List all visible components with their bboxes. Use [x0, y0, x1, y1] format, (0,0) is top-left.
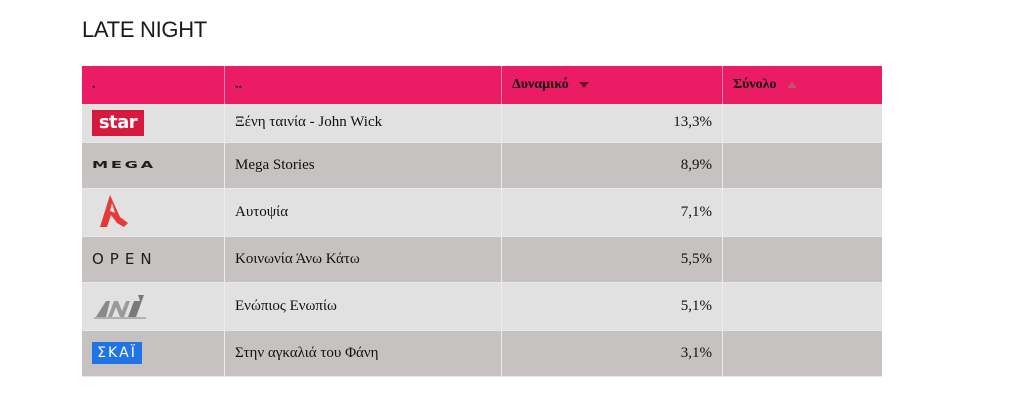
mega-logo: MEGA — [92, 159, 156, 171]
dynamic-cell: 13,3% — [501, 104, 723, 143]
table-row: MEGA Mega Stories 8,9% — [82, 142, 882, 189]
table-row: OPEN Κοινωνία Άνω Κάτω 5,5% — [82, 236, 882, 283]
ant1-logo — [94, 295, 146, 319]
program-cell: Αυτοψία — [224, 188, 502, 237]
program-cell: Ξένη ταινία - John Wick — [224, 104, 502, 143]
total-cell — [722, 282, 882, 331]
table-row: Ενώπιος Ενωπίω 5,1% — [82, 282, 882, 331]
sort-desc-icon — [578, 81, 589, 88]
skai-logo: ΣΚΑΪ — [92, 342, 142, 364]
channel-logo-cell: MEGA — [82, 142, 225, 189]
program-cell: Στην αγκαλιά του Φάνη — [224, 330, 502, 377]
table-row: ΣΚΑΪ Στην αγκαλιά του Φάνη 3,1% — [82, 330, 882, 377]
channel-logo-cell: star — [82, 104, 225, 143]
alpha-logo — [100, 195, 128, 227]
sort-asc-icon — [786, 81, 797, 88]
program-cell: Ενώπιος Ενωπίω — [224, 282, 502, 331]
open-logo: OPEN — [92, 250, 158, 268]
column-header-dynamic[interactable]: Δυναμικό — [501, 66, 723, 104]
dynamic-cell: 7,1% — [501, 188, 723, 237]
dynamic-cell: 5,5% — [501, 236, 723, 283]
channel-logo-cell — [82, 188, 225, 237]
column-header-program[interactable]: .. — [224, 66, 502, 104]
channel-logo-cell: OPEN — [82, 236, 225, 283]
total-cell — [722, 142, 882, 189]
program-cell: Κοινωνία Άνω Κάτω — [224, 236, 502, 283]
total-cell — [722, 188, 882, 237]
dynamic-cell: 8,9% — [501, 142, 723, 189]
channel-logo-cell — [82, 282, 225, 331]
table-row: star Ξένη ταινία - John Wick 13,3% — [82, 104, 882, 143]
program-cell: Mega Stories — [224, 142, 502, 189]
column-header-total[interactable]: Σύνολο — [722, 66, 882, 104]
ratings-table: . .. Δυναμικό Σύνολο star Ξένη ταινία - … — [82, 66, 882, 377]
section-title: LATE NIGHT — [82, 17, 207, 42]
total-cell — [722, 104, 882, 143]
table-row: Αυτοψία 7,1% — [82, 188, 882, 237]
table-header-row: . .. Δυναμικό Σύνολο — [82, 66, 882, 104]
total-cell — [722, 236, 882, 283]
dynamic-cell: 3,1% — [501, 330, 723, 377]
channel-logo-cell: ΣΚΑΪ — [82, 330, 225, 377]
total-cell — [722, 330, 882, 377]
star-logo: star — [92, 109, 144, 136]
dynamic-cell: 5,1% — [501, 282, 723, 331]
column-header-logo[interactable]: . — [82, 66, 225, 104]
